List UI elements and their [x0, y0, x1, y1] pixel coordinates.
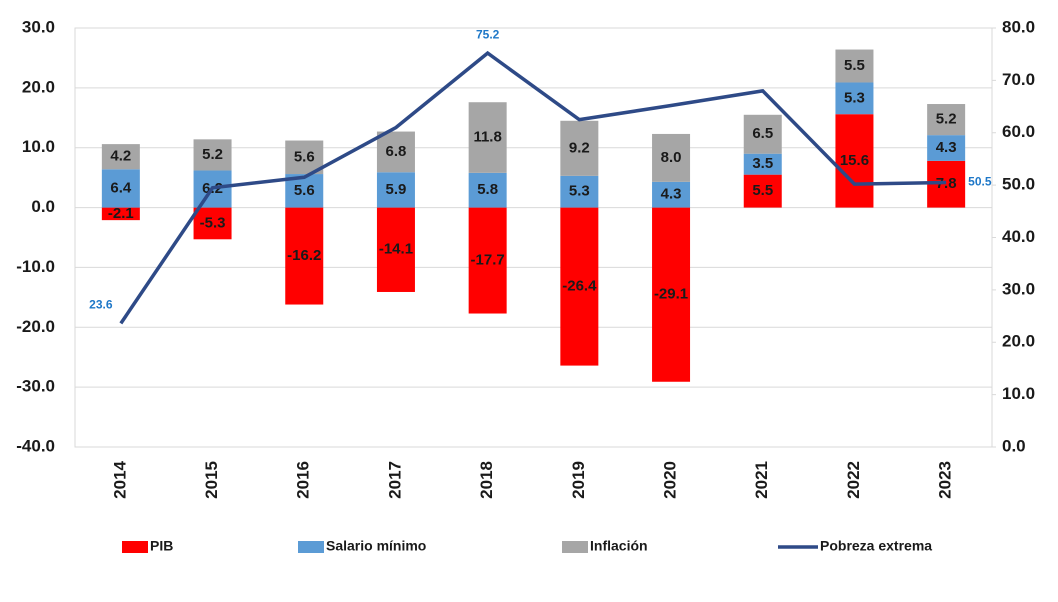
data-label: 15.6 [840, 152, 869, 169]
y2-tick-label: 70.0 [1002, 70, 1035, 89]
data-label: 5.6 [294, 148, 315, 165]
bar [560, 120, 599, 176]
bar [468, 102, 507, 173]
data-label: 5.3 [569, 183, 590, 200]
data-label: 11.8 [473, 129, 501, 146]
data-label: 5.5 [844, 57, 865, 74]
y-tick-label: 20.0 [22, 77, 55, 96]
y-tick-label: 10.0 [22, 137, 55, 156]
y-tick-label: -30.0 [16, 377, 55, 396]
legend-swatch [562, 541, 588, 553]
data-label: -29.1 [654, 286, 688, 303]
data-label: 5.8 [477, 181, 498, 198]
bar [468, 207, 507, 314]
x-tick-label: 2017 [385, 461, 404, 499]
bar [835, 114, 874, 208]
legend-label: Pobreza extrema [820, 538, 932, 554]
bar [835, 82, 874, 115]
data-label: 5.2 [936, 111, 957, 128]
bar [743, 174, 782, 208]
data-label: 3.5 [752, 155, 773, 172]
bar [835, 49, 874, 83]
legend-swatch [298, 541, 324, 553]
data-label: -5.3 [200, 214, 226, 231]
bar [927, 104, 966, 136]
y2-tick-label: 60.0 [1002, 122, 1035, 141]
bar [101, 144, 140, 170]
legend-swatch [122, 541, 148, 553]
data-label: 5.3 [844, 89, 865, 106]
data-label: -17.7 [471, 252, 505, 269]
y-tick-label: 0.0 [31, 197, 55, 216]
line-label: 50.5 [968, 175, 992, 189]
bar [101, 169, 140, 208]
x-tick-label: 2021 [752, 461, 771, 499]
data-label: -26.4 [562, 278, 597, 295]
bar [743, 153, 782, 175]
bar [652, 181, 691, 208]
bar [560, 175, 599, 208]
legend-label: Salario mínimo [326, 538, 426, 554]
line [119, 50, 947, 325]
bar [652, 207, 691, 382]
data-label: 4.3 [661, 186, 682, 203]
x-tick-label: 2023 [936, 461, 955, 499]
y2-tick-label: 40.0 [1002, 227, 1035, 246]
data-label: 5.9 [386, 181, 407, 198]
x-tick-label: 2015 [202, 461, 221, 499]
data-label: 6.4 [110, 179, 132, 196]
x-tick-label: 2022 [844, 461, 863, 499]
data-label: 6.8 [386, 143, 407, 160]
data-label: 4.3 [936, 139, 957, 156]
data-label: 5.2 [202, 146, 223, 163]
y2-tick-label: 20.0 [1002, 332, 1035, 351]
y2-tick-label: 10.0 [1002, 384, 1035, 403]
y2-tick-label: 80.0 [1002, 17, 1035, 36]
y-tick-label: -20.0 [16, 317, 55, 336]
data-label: 9.2 [569, 139, 590, 156]
x-tick-label: 2020 [661, 461, 680, 499]
bar [468, 172, 507, 208]
bar [193, 207, 232, 240]
legend-label: PIB [150, 538, 173, 554]
y2-tick-label: 30.0 [1002, 279, 1035, 298]
x-tick-label: 2018 [477, 461, 496, 499]
bar [560, 207, 599, 366]
bar [652, 133, 691, 182]
bar [376, 207, 415, 292]
x-tick-label: 2019 [569, 461, 588, 499]
data-label: 8.0 [661, 149, 682, 166]
data-label: 4.2 [110, 148, 131, 165]
bar [376, 172, 415, 208]
y-tick-label: 30.0 [22, 17, 55, 36]
line-label: 75.2 [476, 27, 500, 41]
data-label: -2.1 [108, 205, 134, 222]
bar [376, 131, 415, 173]
x-tick-label: 2014 [110, 460, 129, 498]
data-label: -16.2 [287, 247, 321, 264]
data-label: 5.5 [752, 182, 773, 199]
bar [101, 207, 140, 221]
bar [927, 135, 966, 161]
data-label: 6.5 [752, 125, 773, 142]
bar [743, 114, 782, 154]
y-tick-label: -10.0 [16, 257, 55, 276]
y-tick-label: -40.0 [16, 436, 55, 455]
line-label: 23.6 [89, 298, 113, 312]
data-label: 5.6 [294, 182, 315, 199]
y2-tick-label: 50.0 [1002, 175, 1035, 194]
data-label: -14.1 [379, 241, 413, 258]
bar [285, 207, 324, 305]
x-tick-label: 2016 [294, 461, 313, 499]
legend-label: Inflación [590, 538, 648, 554]
y2-tick-label: 0.0 [1002, 436, 1026, 455]
bar [193, 139, 232, 171]
